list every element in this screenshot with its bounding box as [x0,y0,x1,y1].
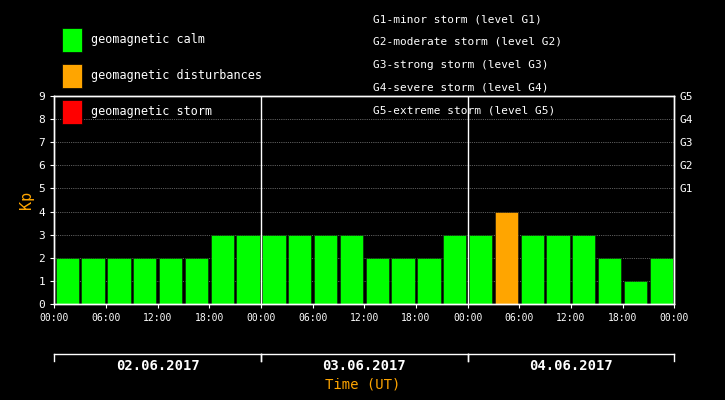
Text: geomagnetic disturbances: geomagnetic disturbances [91,70,262,82]
Text: 03.06.2017: 03.06.2017 [323,359,406,373]
Bar [443,235,466,304]
Bar [314,235,337,304]
Bar [185,258,208,304]
Bar [81,258,104,304]
Bar [598,258,621,304]
Bar [547,235,570,304]
Y-axis label: Kp: Kp [20,191,34,209]
Text: geomagnetic storm: geomagnetic storm [91,106,212,118]
Bar [392,258,415,304]
Bar [624,281,647,304]
Bar [133,258,157,304]
Bar [159,258,182,304]
Text: geomagnetic calm: geomagnetic calm [91,34,204,46]
Text: G3-strong storm (level G3): G3-strong storm (level G3) [373,60,549,70]
Bar [288,235,311,304]
Bar [340,235,363,304]
Bar [494,212,518,304]
Text: G4-severe storm (level G4): G4-severe storm (level G4) [373,82,549,92]
Text: 04.06.2017: 04.06.2017 [529,359,613,373]
Bar [236,235,260,304]
Bar [650,258,673,304]
Text: 02.06.2017: 02.06.2017 [116,359,199,373]
Bar [211,235,234,304]
Bar [107,258,130,304]
Bar [418,258,441,304]
Bar [262,235,286,304]
Bar [365,258,389,304]
Text: G2-moderate storm (level G2): G2-moderate storm (level G2) [373,37,563,47]
Text: G1-minor storm (level G1): G1-minor storm (level G1) [373,14,542,24]
Bar [56,258,79,304]
Bar [572,235,595,304]
Text: G5-extreme storm (level G5): G5-extreme storm (level G5) [373,105,555,115]
Bar [469,235,492,304]
Text: Time (UT): Time (UT) [325,378,400,392]
Bar [521,235,544,304]
